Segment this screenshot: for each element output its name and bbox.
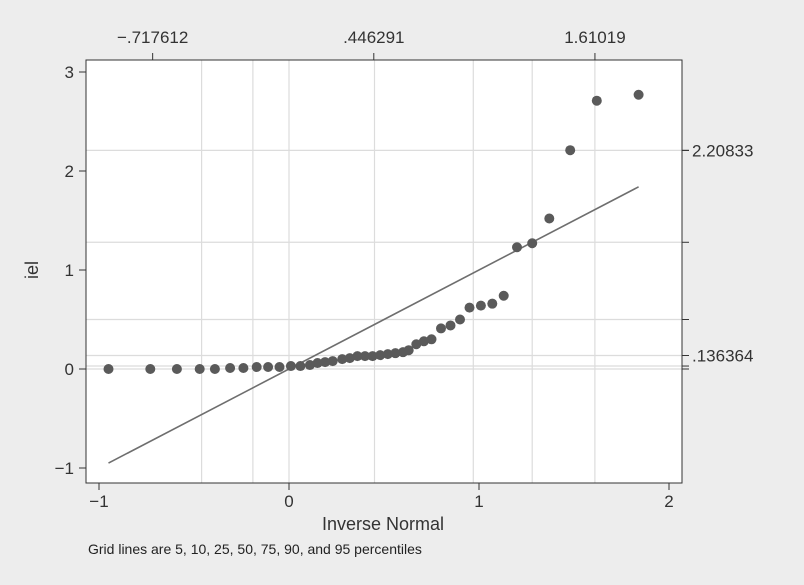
data-point (145, 364, 156, 374)
data-point (103, 364, 114, 374)
right-tick-label: 2.20833 (692, 141, 753, 160)
x-tick-label: −1 (89, 492, 108, 511)
data-point (344, 353, 355, 364)
top-tick-label: .446291 (343, 28, 404, 47)
data-point (390, 348, 401, 359)
right-tick-label: .136364 (692, 346, 753, 365)
axes-layer: −1 0 1 2 −1 0 1 2 3 −.717612 .446291 1.61019 2.20833… (55, 28, 754, 511)
data-point (209, 364, 220, 374)
data-point (337, 354, 348, 365)
data-point (411, 339, 422, 350)
grid-note: Grid lines are 5, 10, 25, 50, 75, 90, an… (88, 541, 422, 557)
y-axis-label: iel (22, 261, 42, 279)
data-point (498, 290, 509, 301)
x-tick-label: 1 (474, 492, 483, 511)
data-point (285, 361, 296, 372)
data-point (382, 349, 393, 360)
data-point (565, 145, 576, 156)
data-point (475, 300, 486, 311)
data-point (633, 89, 644, 100)
data-point (360, 351, 370, 362)
data-point (436, 323, 446, 334)
y-tick-label: 1 (65, 261, 74, 280)
data-point (274, 362, 285, 373)
data-point (527, 238, 538, 249)
data-point (327, 356, 338, 367)
data-point (194, 364, 205, 374)
data-point (455, 314, 465, 325)
x-tick-label: 0 (284, 492, 293, 511)
data-point (445, 320, 456, 331)
data-point (426, 334, 437, 345)
data-point (312, 358, 323, 369)
top-tick-label: 1.61019 (564, 28, 625, 47)
y-tick-label: 0 (65, 360, 74, 379)
plot-frame (85, 59, 683, 484)
data-point (591, 95, 602, 106)
plot-area (86, 60, 682, 483)
data-point (171, 364, 182, 374)
data-point (544, 213, 555, 224)
y-tick-label: −1 (55, 459, 74, 478)
data-point (251, 362, 262, 373)
data-point (403, 345, 414, 356)
points-layer (103, 89, 644, 374)
data-point (367, 351, 378, 362)
data-point (238, 363, 249, 374)
data-point (464, 302, 475, 313)
data-point (225, 363, 236, 374)
top-tick-label: −.717612 (117, 28, 188, 47)
y-tick-label: 2 (65, 162, 74, 181)
data-point (352, 351, 363, 362)
data-point (487, 298, 498, 309)
reference-line (108, 186, 639, 464)
data-point (320, 357, 331, 368)
data-point (304, 360, 315, 371)
x-axis-label: Inverse Normal (322, 514, 444, 534)
data-point (512, 242, 522, 253)
y-tick-label: 3 (65, 63, 74, 82)
reference-line-layer (108, 186, 639, 464)
x-tick-label: 2 (664, 492, 673, 511)
data-point (295, 361, 306, 372)
data-point (375, 350, 386, 361)
data-point (263, 362, 274, 373)
data-point (418, 336, 429, 347)
